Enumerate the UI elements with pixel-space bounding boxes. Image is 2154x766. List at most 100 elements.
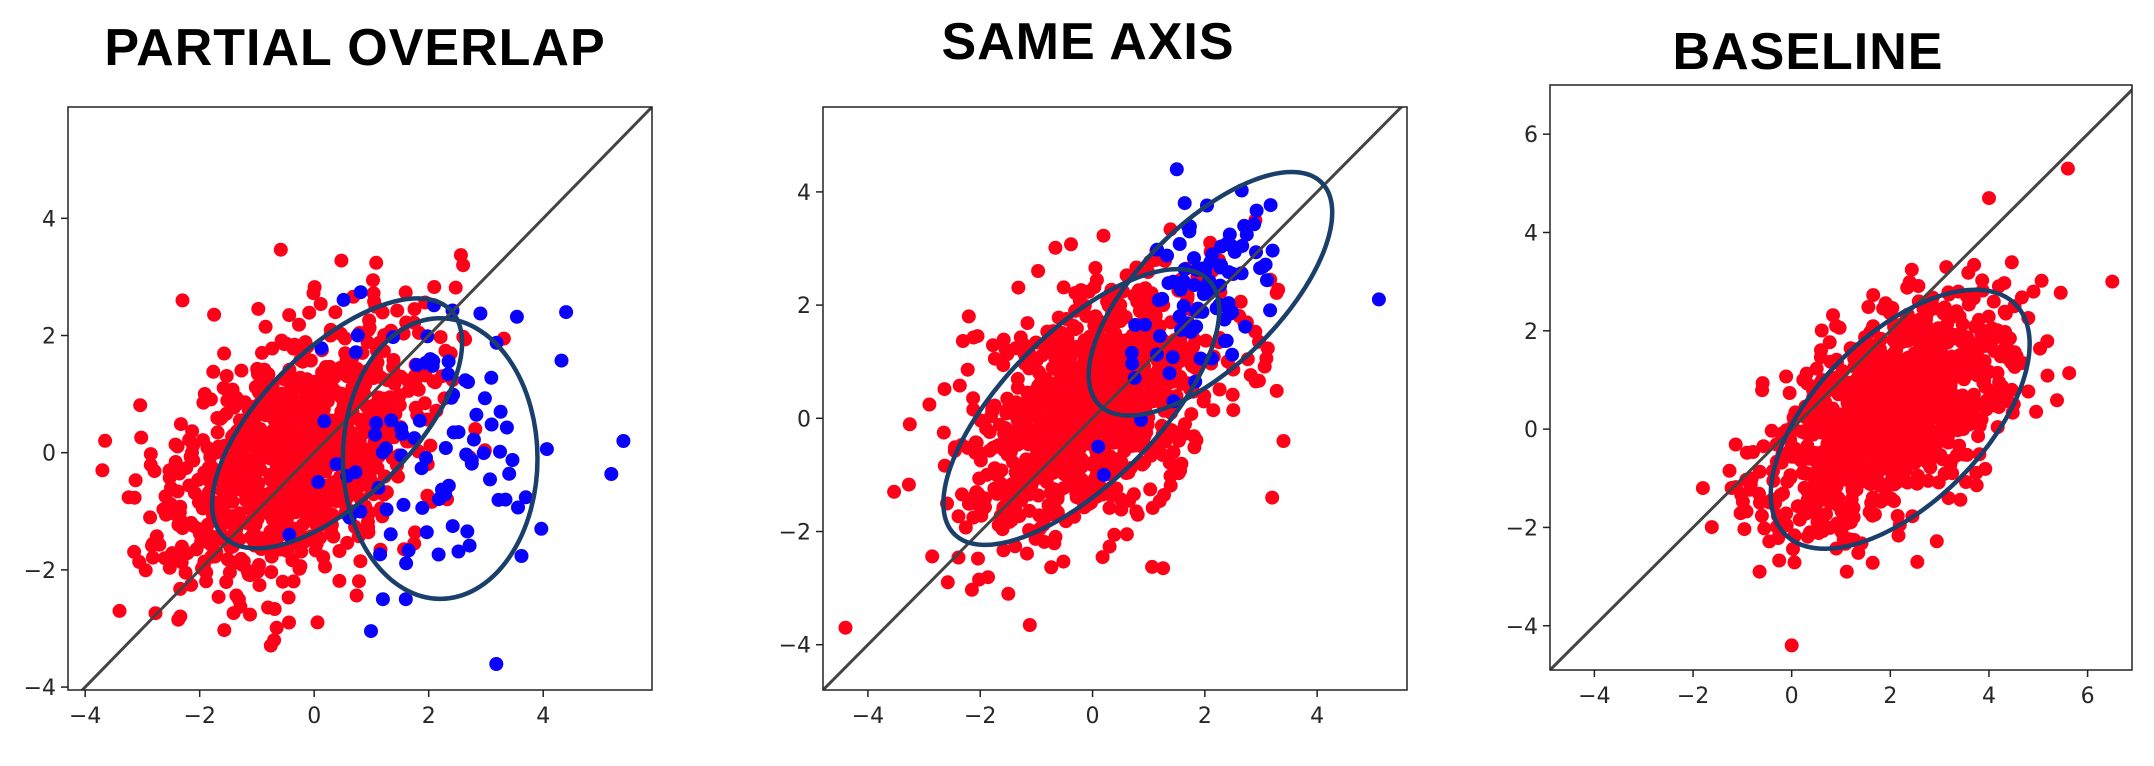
data-point-red — [309, 536, 324, 551]
data-point-blue — [534, 521, 549, 536]
data-point-red — [326, 529, 341, 544]
data-point-red — [901, 477, 916, 492]
data-point-red — [1945, 387, 1960, 402]
data-point-red — [408, 368, 423, 383]
data-point-blue — [431, 547, 446, 562]
data-point-red — [1936, 403, 1951, 418]
y-tick-label: 6 — [1524, 123, 1538, 148]
data-point-red — [1839, 564, 1854, 579]
data-point-red — [937, 382, 952, 397]
data-point-red — [1916, 411, 1931, 426]
data-point-red — [1233, 294, 1248, 309]
data-point-red — [328, 305, 343, 320]
x-tick-label: −2 — [183, 704, 215, 729]
data-point-red — [1269, 383, 1284, 398]
data-point-blue — [419, 525, 434, 540]
data-point-blue — [1177, 196, 1192, 211]
data-point-red — [1783, 470, 1798, 485]
data-point-red — [253, 376, 268, 391]
data-point-red — [1265, 490, 1280, 505]
data-point-blue — [1237, 218, 1252, 233]
data-point-red — [996, 543, 1011, 558]
data-point-red — [248, 508, 263, 523]
data-point-red — [1925, 394, 1940, 409]
data-point-blue — [466, 432, 481, 447]
y-tick-label: −4 — [1506, 615, 1538, 640]
data-point-red — [940, 575, 955, 590]
x-tick-label: 6 — [2081, 684, 2095, 709]
data-point-red — [264, 549, 279, 564]
data-point-red — [282, 308, 297, 323]
data-point-red — [1861, 300, 1876, 314]
data-point-red — [1178, 417, 1192, 432]
data-point-blue — [446, 425, 461, 440]
y-tick-label: 0 — [42, 442, 56, 467]
data-point-red — [1919, 455, 1934, 469]
data-point-red — [1752, 564, 1767, 579]
data-point-red — [1126, 487, 1141, 502]
data-point-blue — [491, 492, 506, 507]
data-point-red — [158, 489, 173, 504]
data-point-red — [1910, 554, 1925, 569]
data-point-blue — [348, 345, 363, 360]
data-point-red — [307, 386, 322, 401]
data-point-red — [427, 280, 442, 294]
data-point-red — [334, 253, 349, 268]
data-point-red — [1046, 482, 1061, 496]
data-point-red — [1182, 350, 1197, 364]
data-point-red — [1102, 539, 1117, 554]
data-point-blue — [336, 292, 351, 307]
data-point-blue — [502, 466, 517, 481]
data-point-red — [1225, 387, 1240, 402]
data-point-blue — [604, 467, 619, 481]
data-point-blue — [311, 475, 326, 489]
data-point-red — [2014, 290, 2029, 305]
data-point-red — [1836, 384, 1851, 399]
data-point-red — [1946, 327, 1961, 342]
data-point-red — [1135, 297, 1149, 312]
data-point-red — [292, 317, 306, 332]
data-point-red — [353, 554, 368, 569]
data-point-red — [349, 588, 364, 603]
series-red — [838, 213, 1291, 635]
plot-frame — [67, 106, 653, 691]
data-point-red — [1971, 429, 1986, 444]
data-point-red — [315, 488, 330, 502]
data-point-red — [1105, 330, 1120, 345]
data-point-red — [1243, 368, 1258, 383]
data-point-red — [1909, 349, 1924, 364]
data-point-red — [1114, 353, 1129, 368]
data-point-red — [302, 305, 317, 320]
data-point-red — [1123, 461, 1138, 476]
x-tick-label: −2 — [964, 704, 996, 729]
data-point-red — [323, 374, 338, 389]
data-point-red — [1000, 492, 1015, 507]
data-point-red — [1011, 280, 1026, 295]
data-point-red — [273, 242, 288, 257]
data-point-red — [936, 425, 951, 440]
data-point-red — [264, 565, 279, 580]
data-point-red — [1872, 394, 1887, 409]
data-point-red — [1889, 436, 1904, 451]
data-point-red — [448, 280, 463, 295]
data-point-red — [112, 603, 127, 618]
data-point-red — [168, 437, 183, 452]
data-point-blue — [539, 442, 554, 457]
data-point-red — [1070, 374, 1085, 389]
data-point-red — [986, 338, 1000, 353]
data-point-red — [1824, 462, 1839, 476]
data-point-red — [1846, 500, 1861, 515]
data-point-red — [1754, 508, 1769, 523]
data-point-blue — [1263, 303, 1278, 318]
data-point-blue — [1260, 273, 1274, 288]
data-point-red — [887, 484, 902, 499]
data-point-red — [1054, 382, 1069, 397]
plot-frame — [1549, 84, 2133, 671]
data-point-red — [392, 389, 407, 404]
data-point-red — [1913, 361, 1928, 376]
data-point-red — [1099, 369, 1114, 384]
data-point-red — [1853, 349, 1868, 364]
data-point-red — [1737, 522, 1752, 537]
data-point-red — [1889, 411, 1903, 426]
